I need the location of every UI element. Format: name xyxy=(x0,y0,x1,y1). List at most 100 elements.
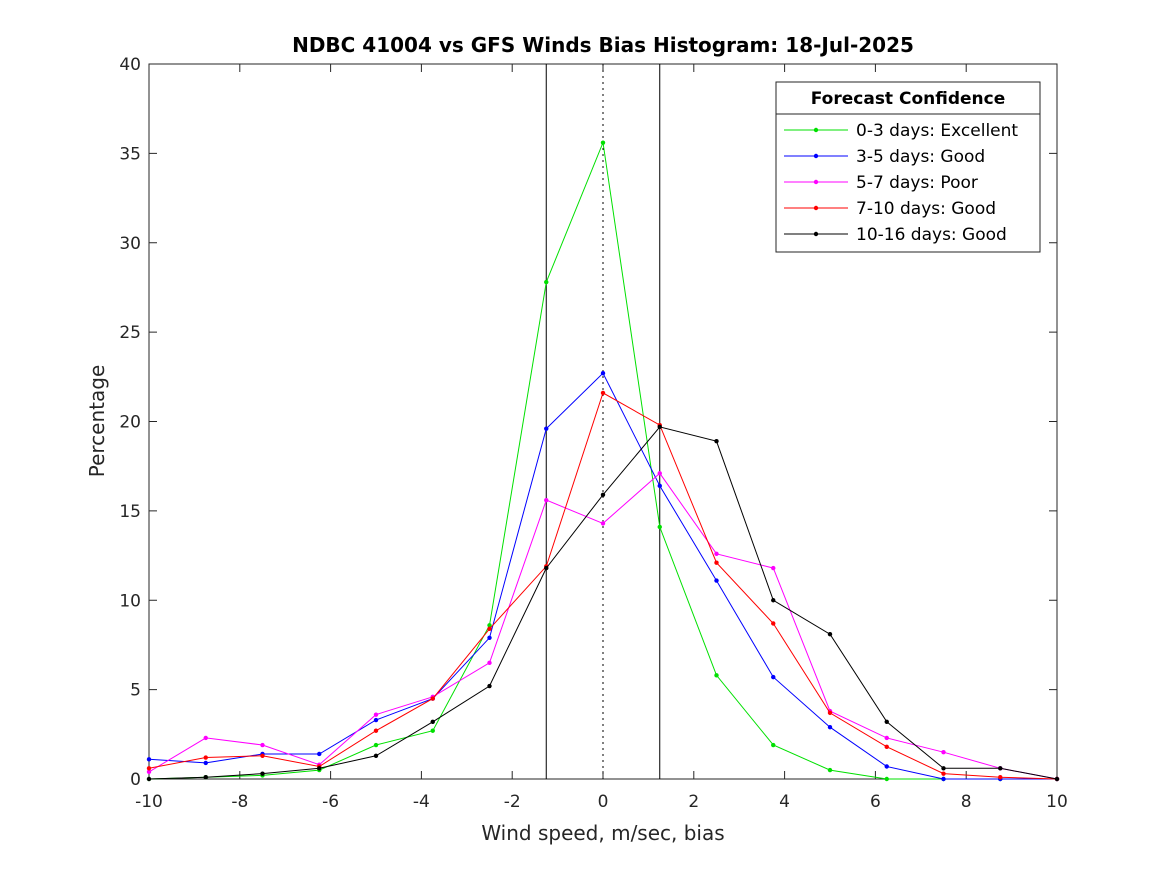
chart-title: NDBC 41004 vs GFS Winds Bias Histogram: … xyxy=(292,33,914,57)
data-point xyxy=(771,621,776,626)
data-point xyxy=(714,673,719,678)
legend-swatch-marker xyxy=(813,205,819,211)
y-tick-label: 15 xyxy=(119,502,141,522)
data-point xyxy=(203,760,208,766)
data-point xyxy=(146,769,152,775)
data-point xyxy=(146,766,152,771)
data-point xyxy=(203,755,208,760)
data-point xyxy=(487,626,492,632)
data-point xyxy=(430,696,435,701)
data-point xyxy=(771,565,776,571)
legend-entry-label: 10-16 days: Good xyxy=(856,225,1007,245)
data-point xyxy=(998,766,1003,771)
data-point xyxy=(600,390,606,396)
data-point xyxy=(657,524,662,530)
data-point xyxy=(600,371,606,376)
data-point xyxy=(430,728,435,733)
data-point xyxy=(827,724,833,730)
y-tick-label: 20 xyxy=(119,413,141,433)
data-point xyxy=(260,742,265,748)
data-point xyxy=(146,757,152,762)
y-tick-label: 25 xyxy=(119,323,141,343)
x-tick-label: 2 xyxy=(688,792,699,812)
data-point xyxy=(714,551,719,556)
legend-entry-label: 0-3 days: Excellent xyxy=(856,121,1018,141)
data-point xyxy=(657,471,662,476)
x-tick-label: 4 xyxy=(779,792,790,812)
y-tick-label: 35 xyxy=(119,144,141,164)
data-point xyxy=(714,560,719,565)
data-point xyxy=(941,766,946,771)
y-tick-label: 0 xyxy=(130,770,141,790)
x-tick-label: -2 xyxy=(504,792,521,812)
legend-swatch-marker xyxy=(813,179,819,185)
data-point xyxy=(203,775,208,780)
data-point xyxy=(714,578,719,583)
data-point xyxy=(884,735,889,741)
x-tick-label: 8 xyxy=(961,792,972,812)
y-tick-label: 30 xyxy=(119,234,141,254)
data-point xyxy=(544,279,549,285)
data-point xyxy=(657,424,662,430)
legend-entry-label: 7-10 days: Good xyxy=(856,199,996,219)
x-axis-title: Wind speed, m/sec, bias xyxy=(481,821,724,845)
data-point xyxy=(203,735,208,741)
data-point xyxy=(544,497,549,503)
plot-area: -10 -8 -6 -4 -2 0 2 4 6 8 10 0 5 10 15 20 25 30 35 40 xyxy=(119,55,1067,812)
data-point xyxy=(373,742,379,748)
data-point xyxy=(317,766,322,771)
data-point xyxy=(941,776,946,782)
data-point xyxy=(884,764,889,769)
data-point xyxy=(373,712,379,717)
data-point xyxy=(771,742,776,748)
legend-entry-label: 5-7 days: Poor xyxy=(856,173,978,193)
x-tick-label: 0 xyxy=(598,792,609,812)
x-tick-label: -6 xyxy=(322,792,339,812)
data-point xyxy=(827,710,833,716)
y-axis-title: Percentage xyxy=(85,365,109,478)
legend-title: Forecast Confidence xyxy=(811,89,1006,109)
data-point xyxy=(260,771,265,776)
data-point xyxy=(487,683,492,689)
data-point xyxy=(317,751,322,757)
data-point xyxy=(884,776,889,782)
data-point xyxy=(941,771,946,776)
data-point xyxy=(544,565,549,571)
y-tick-label: 40 xyxy=(119,55,141,75)
x-tick-label: 10 xyxy=(1046,792,1068,812)
legend-box xyxy=(775,81,1041,253)
data-point xyxy=(600,140,606,145)
data-point xyxy=(487,635,492,640)
data-point xyxy=(260,753,265,758)
data-point xyxy=(827,632,833,637)
data-point xyxy=(373,717,379,723)
data-point xyxy=(884,719,889,724)
x-tick-label: -4 xyxy=(413,792,430,812)
x-tick-label: 6 xyxy=(870,792,881,812)
data-point xyxy=(827,767,833,773)
data-point xyxy=(657,483,662,489)
y-tick-label: 10 xyxy=(119,591,141,611)
data-point xyxy=(771,674,776,680)
data-point xyxy=(1054,776,1060,782)
data-point xyxy=(544,426,549,431)
data-point xyxy=(146,776,152,782)
x-tick-label: -10 xyxy=(135,792,163,812)
legend-entry-label: 3-5 days: Good xyxy=(856,147,985,167)
legend-swatch-marker xyxy=(813,231,819,237)
data-point xyxy=(941,749,946,755)
x-tick-label: -8 xyxy=(231,792,248,812)
legend-swatch-marker xyxy=(813,153,819,159)
data-point xyxy=(600,492,606,497)
y-tick-label: 5 xyxy=(130,681,141,701)
data-point xyxy=(373,728,379,733)
data-point xyxy=(487,660,492,666)
data-point xyxy=(714,438,719,444)
data-point xyxy=(884,744,889,750)
legend-swatch-marker xyxy=(813,127,819,133)
data-point xyxy=(430,719,435,724)
data-point xyxy=(771,598,776,603)
data-point xyxy=(998,775,1003,780)
legend: Forecast Confidence 0-3 days: Excellent 3-… xyxy=(775,81,1041,253)
